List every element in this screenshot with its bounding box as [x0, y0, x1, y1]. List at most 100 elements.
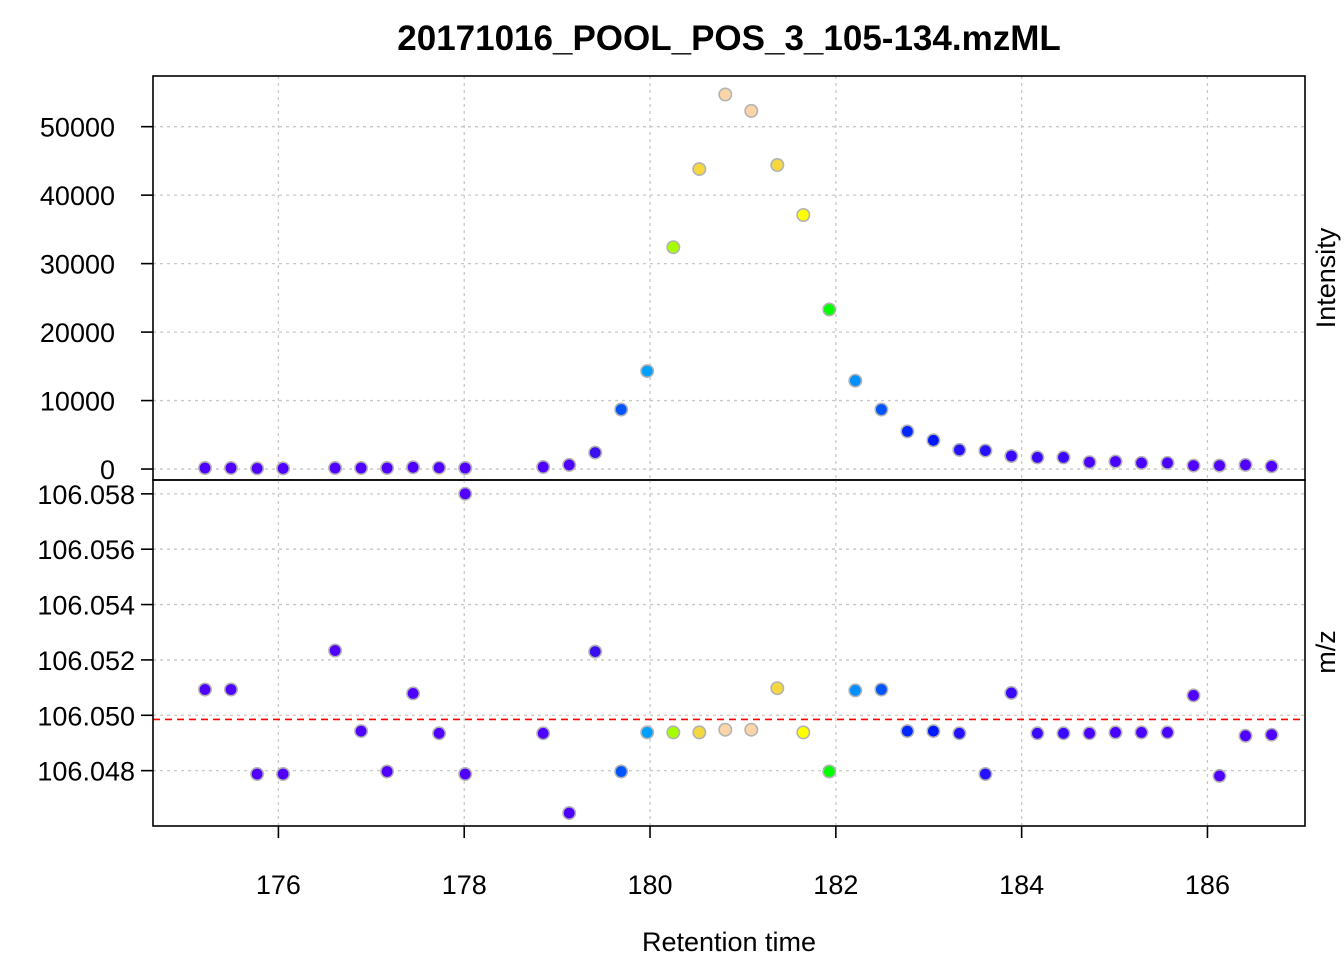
intensity-data-point: [900, 424, 915, 439]
intensity-axis-label: Intensity: [1311, 227, 1341, 328]
intensity-data-point: [1056, 450, 1071, 465]
mz-data-point: [276, 766, 291, 781]
x-axis-label: Retention time: [642, 927, 816, 957]
mz-data-point: [1056, 726, 1071, 741]
intensity-data-point: [952, 442, 967, 457]
mz-data-point: [198, 682, 213, 697]
mz-data-point: [224, 682, 239, 697]
mz-data-point: [614, 764, 629, 779]
intensity-data-point: [614, 402, 629, 417]
mz-data-point: [952, 726, 967, 741]
mz-data-point: [380, 764, 395, 779]
intensity-data-point: [1264, 459, 1279, 474]
x-tick-label: 184: [999, 870, 1044, 900]
mz-data-point: [874, 682, 889, 697]
mz-data-point: [1264, 727, 1279, 742]
intensity-data-point: [250, 461, 265, 476]
mz-data-point: [744, 722, 759, 737]
mz-data-point: [354, 724, 369, 739]
mz-data-point: [1108, 725, 1123, 740]
mz-panel: 106.048 106.050 106.052 106.054 106.056 106.0…: [37, 479, 1306, 827]
intensity-data-point: [1186, 458, 1201, 473]
intensity-data-point: [1004, 448, 1019, 463]
intensity-data-point: [588, 445, 603, 460]
intensity-data-point: [1108, 454, 1123, 469]
intensity-data-point: [406, 460, 421, 475]
intensity-data-point: [796, 208, 811, 223]
mz-data-point: [718, 722, 733, 737]
intensity-data-point: [458, 460, 473, 475]
intensity-y-tick-label: 30000: [40, 250, 115, 280]
intensity-data-point: [744, 103, 759, 118]
intensity-data-point: [198, 460, 213, 475]
intensity-data-point: [276, 461, 291, 476]
mz-y-tick-label: 106.054: [37, 591, 135, 621]
mz-data-point: [692, 725, 707, 740]
x-tick-label: 182: [813, 870, 858, 900]
mz-data-point: [250, 766, 265, 781]
intensity-data-point: [1212, 458, 1227, 473]
mz-data-point: [796, 725, 811, 740]
intensity-data-point: [1238, 457, 1253, 472]
mz-data-point: [1004, 685, 1019, 700]
intensity-data-point: [432, 460, 447, 475]
mz-data-point: [848, 683, 863, 698]
intensity-data-point: [770, 158, 785, 173]
mz-panel-frame: [152, 479, 1306, 827]
intensity-data-point: [692, 162, 707, 177]
mz-data-point: [1186, 688, 1201, 703]
x-axis: 176 178 180 182 184 186: [256, 826, 1230, 900]
mz-data-point: [458, 486, 473, 501]
mz-data-point: [822, 764, 837, 779]
intensity-y-tick-label: 10000: [40, 387, 115, 417]
mz-y-tick-label: 106.050: [37, 701, 135, 731]
mz-data-point: [978, 766, 993, 781]
intensity-data-point: [354, 460, 369, 475]
x-tick-label: 176: [256, 870, 301, 900]
mz-y-tick-label: 106.056: [37, 535, 135, 565]
mz-axis-label: m/z: [1311, 630, 1341, 674]
intensity-data-point: [328, 460, 343, 475]
intensity-y-tick-label: 20000: [40, 318, 115, 348]
intensity-panel-frame: [152, 75, 1306, 481]
mz-data-point: [432, 726, 447, 741]
intensity-data-point: [666, 240, 681, 255]
intensity-data-point: [848, 373, 863, 388]
mz-data-point: [588, 644, 603, 659]
mz-data-point: [328, 643, 343, 658]
mz-data-point: [666, 725, 681, 740]
intensity-data-point: [978, 443, 993, 458]
mz-data-point: [562, 805, 577, 820]
x-tick-label: 186: [1185, 870, 1230, 900]
mz-data-point: [1134, 725, 1149, 740]
mz-data-point: [1160, 725, 1175, 740]
intensity-data-point: [1082, 455, 1097, 470]
intensity-data-point: [822, 302, 837, 317]
intensity-data-point: [640, 364, 655, 379]
mz-data-point: [458, 766, 473, 781]
intensity-data-point: [536, 459, 551, 474]
intensity-panel: 0 10000 20000 30000 40000 50000: [40, 75, 1306, 485]
x-tick-label: 178: [442, 870, 487, 900]
intensity-data-point: [874, 402, 889, 417]
mz-data-point: [926, 724, 941, 739]
intensity-y-tick-label: 0: [100, 455, 115, 485]
mz-data-point: [1082, 726, 1097, 741]
mz-data-point: [1238, 728, 1253, 743]
mz-y-tick-label: 106.058: [37, 480, 135, 510]
intensity-data-point: [926, 433, 941, 448]
intensity-y-tick-label: 50000: [40, 113, 115, 143]
intensity-y-tick-label: 40000: [40, 181, 115, 211]
intensity-data-point: [1160, 455, 1175, 470]
intensity-data-point: [380, 460, 395, 475]
mz-data-point: [1030, 726, 1045, 741]
mz-data-point: [900, 724, 915, 739]
intensity-data-point: [562, 457, 577, 472]
mz-data-point: [406, 686, 421, 701]
intensity-data-point: [224, 460, 239, 475]
intensity-data-point: [1134, 455, 1149, 470]
mz-data-point: [640, 725, 655, 740]
intensity-data-point: [718, 87, 733, 102]
mz-data-point: [1212, 768, 1227, 783]
